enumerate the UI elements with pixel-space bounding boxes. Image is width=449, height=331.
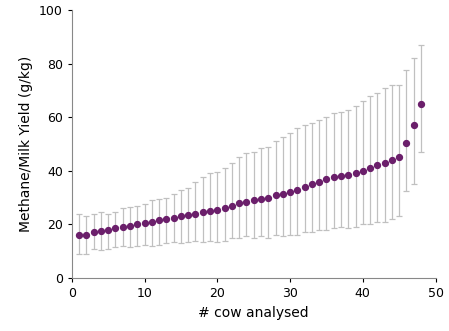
Point — [90, 230, 97, 235]
Point — [134, 222, 141, 227]
Point — [330, 175, 337, 180]
Point — [323, 176, 330, 181]
Point — [119, 224, 126, 230]
Point — [250, 198, 257, 203]
Point — [345, 172, 352, 177]
Point — [192, 211, 199, 216]
Point — [418, 101, 425, 107]
Point — [374, 163, 381, 168]
Point — [294, 187, 301, 192]
X-axis label: # cow analysed: # cow analysed — [198, 306, 309, 320]
Point — [279, 191, 286, 196]
Point — [199, 210, 207, 215]
Point — [97, 228, 105, 234]
Point — [221, 206, 228, 211]
Point — [163, 216, 170, 222]
Point — [403, 140, 410, 145]
Point — [177, 214, 185, 219]
Y-axis label: Methane/Milk Yield (g/kg): Methane/Milk Yield (g/kg) — [19, 56, 33, 232]
Point — [264, 195, 272, 200]
Point — [155, 218, 163, 223]
Point — [207, 209, 214, 214]
Point — [352, 171, 359, 176]
Point — [141, 220, 148, 226]
Point — [381, 160, 388, 166]
Point — [308, 181, 316, 187]
Point — [112, 226, 119, 231]
Point — [214, 207, 221, 212]
Point — [105, 227, 112, 232]
Point — [83, 232, 90, 238]
Point — [185, 213, 192, 218]
Point — [257, 196, 264, 202]
Point — [228, 203, 235, 208]
Point — [127, 223, 134, 228]
Point — [301, 184, 308, 190]
Point — [388, 158, 396, 163]
Point — [396, 155, 403, 160]
Point — [286, 190, 294, 195]
Point — [243, 199, 250, 204]
Point — [236, 200, 243, 206]
Point — [359, 168, 366, 173]
Point — [148, 219, 155, 224]
Point — [410, 122, 417, 128]
Point — [316, 179, 323, 184]
Point — [366, 166, 374, 171]
Point — [170, 215, 177, 220]
Point — [75, 232, 83, 238]
Point — [272, 192, 279, 198]
Point — [337, 173, 344, 179]
